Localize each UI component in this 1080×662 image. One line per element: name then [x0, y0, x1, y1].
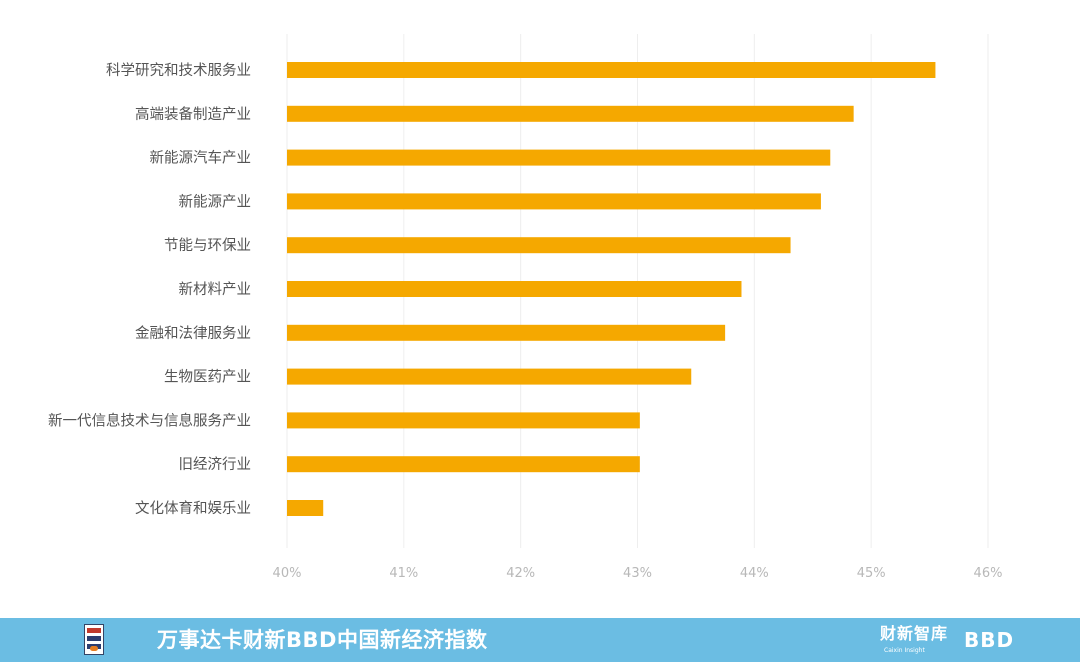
bar [287, 105, 854, 122]
category-labels: 科学研究和技术服务业高端装备制造产业新能源汽车产业新能源产业节能与环保业新材料产… [48, 62, 251, 517]
bar [287, 281, 742, 297]
x-tick-label: 44% [740, 566, 769, 581]
category-label: 新能源产业 [179, 193, 252, 210]
bar [287, 237, 791, 254]
x-tick-label: 41% [389, 566, 418, 581]
category-label: 金融和法律服务业 [135, 325, 251, 342]
bar [287, 368, 692, 385]
category-label: 新一代信息技术与信息服务产业 [48, 412, 251, 429]
x-tick-label: 40% [273, 566, 302, 581]
category-label: 高端装备制造产业 [135, 106, 251, 123]
caixin-insight-logo: 财新智库 [880, 624, 949, 643]
ne-index-logo-icon [84, 624, 104, 655]
category-label: 新能源汽车产业 [150, 150, 252, 167]
bar [287, 412, 640, 429]
bar [287, 149, 831, 166]
category-label: 生物医药产业 [164, 369, 251, 386]
category-label: 新材料产业 [179, 281, 252, 298]
bar [287, 193, 821, 210]
bar [287, 62, 936, 78]
x-tick-label: 43% [623, 566, 652, 581]
x-axis-tick-labels: 40% 41% 42% 43% 44% 45% 46% [273, 566, 1003, 581]
caixin-insight-logo-sub: Caixin Insight [884, 647, 925, 654]
bars [287, 62, 936, 516]
bar-chart: 科学研究和技术服务业高端装备制造产业新能源汽车产业新能源产业节能与环保业新材料产… [48, 34, 1003, 581]
category-label: 旧经济行业 [179, 456, 252, 473]
category-label: 文化体育和娱乐业 [135, 500, 251, 517]
bar [287, 324, 726, 341]
bbd-logo: BBD [964, 628, 1015, 652]
category-label: 节能与环保业 [164, 237, 251, 254]
bar [287, 500, 324, 516]
x-tick-label: 42% [506, 566, 535, 581]
category-label: 科学研究和技术服务业 [106, 62, 251, 79]
footer-banner: 万事达卡财新BBD中国新经济指数 财新智库 Caixin Insight BBD [0, 618, 1080, 662]
footer-title: 万事达卡财新BBD中国新经济指数 [157, 628, 488, 652]
x-tick-label: 45% [857, 566, 886, 581]
bar [287, 456, 640, 473]
x-tick-label: 46% [974, 566, 1003, 581]
